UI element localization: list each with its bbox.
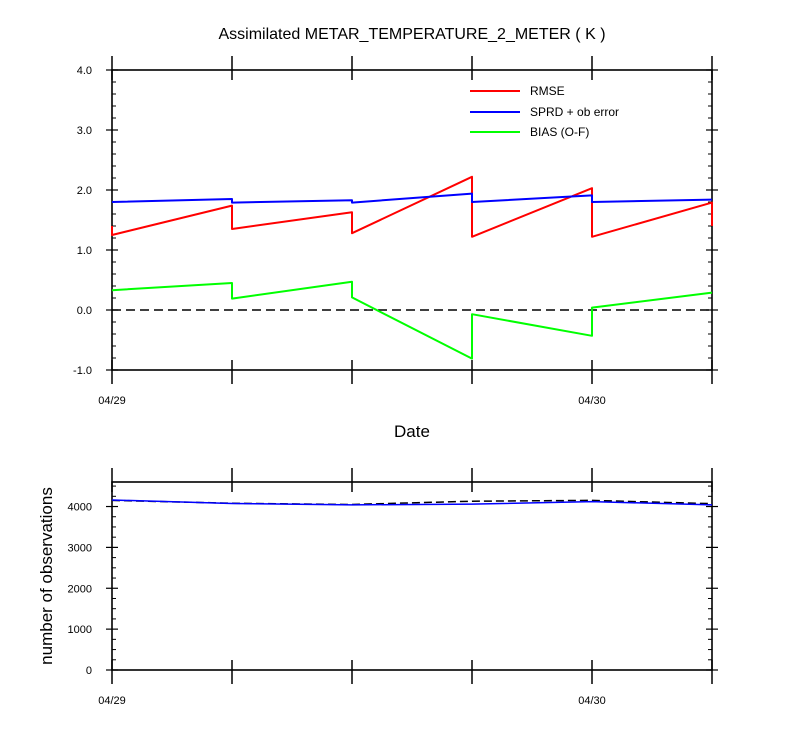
panel-1: 4000 3000 2000 1000 0 04/29 04/30 (68, 468, 718, 707)
y-tick-label: 3.0 (77, 125, 92, 137)
y-tick-label: -1.0 (73, 365, 92, 377)
legend-label-rmse: RMSE (530, 84, 565, 98)
x-axis-title: Date (394, 422, 430, 441)
legend: RMSE SPRD + ob error BIAS (O-F) (470, 84, 619, 139)
y-axis-title-observations: number of observations (37, 487, 56, 665)
legend-label-sprd: SPRD + ob error (530, 105, 619, 119)
y-tick-label: 1.0 (77, 245, 92, 257)
series-line-rmse (111, 175, 713, 238)
y-tick-label: 2000 (68, 583, 92, 595)
series-line-bias-o-f (111, 280, 713, 360)
chart-title: Assimilated METAR_TEMPERATURE_2_METER ( … (218, 26, 605, 43)
x-tick-label: 04/30 (578, 395, 606, 407)
y-tick-label: 1000 (68, 624, 92, 636)
panel-0: 4.0 3.0 2.0 1.0 0.0 -1.0 04/29 04/30 (73, 56, 718, 407)
y-tick-label: 0 (86, 665, 92, 677)
y-tick-label: 3000 (68, 542, 92, 554)
series-line-sprd-ob-error (111, 192, 713, 204)
y-tick-label: 2.0 (77, 185, 92, 197)
plot-frame (111, 481, 713, 671)
x-tick-label: 04/29 (98, 395, 126, 407)
legend-label-bias: BIAS (O-F) (530, 125, 589, 139)
x-tick-label: 04/29 (98, 695, 126, 707)
series-line-assimilated (111, 499, 713, 506)
y-tick-label: 4.0 (77, 65, 92, 77)
plot-frame (111, 69, 713, 371)
y-tick-label: 4000 (68, 502, 92, 514)
x-tick-label: 04/30 (578, 695, 606, 707)
y-tick-label: 0.0 (77, 305, 92, 317)
